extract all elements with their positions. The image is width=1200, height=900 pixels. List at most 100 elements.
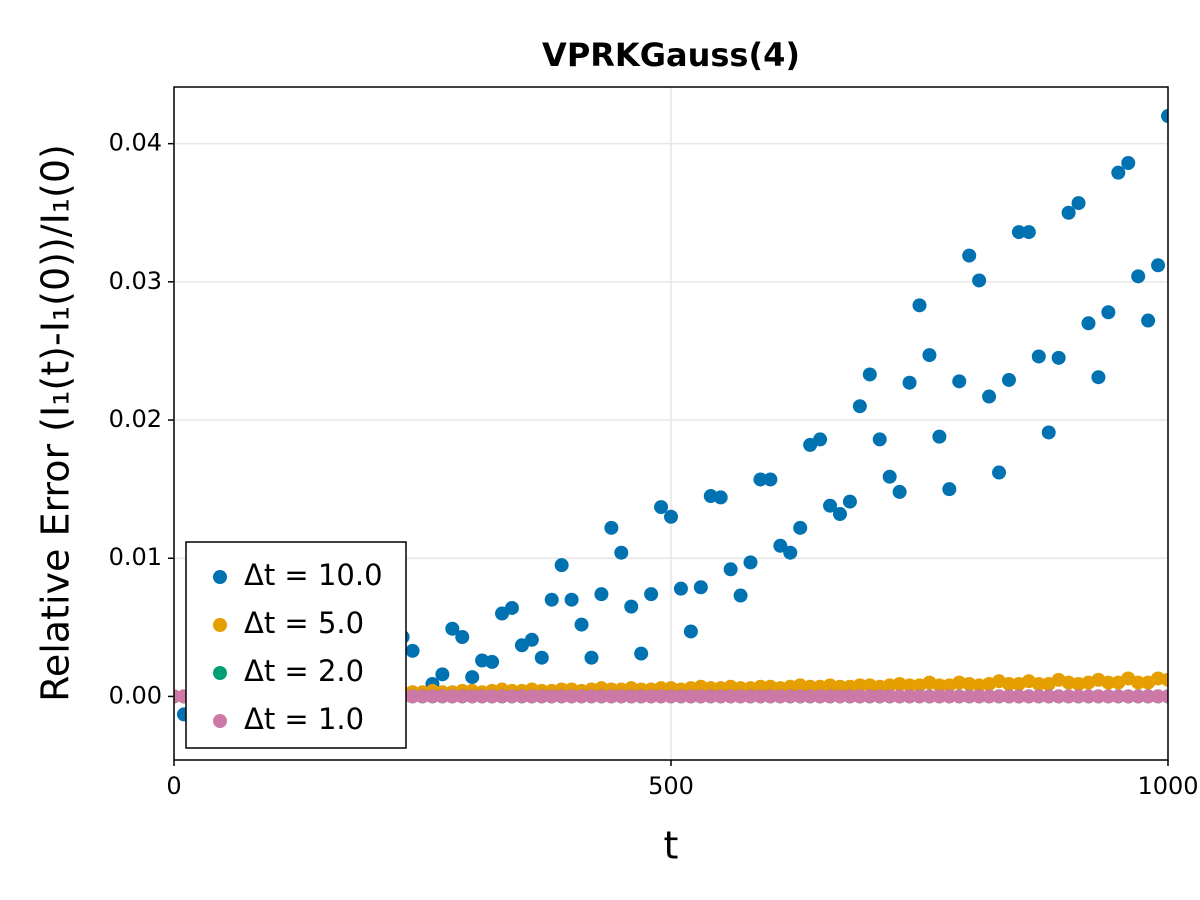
x-tick-label: 0 <box>166 772 181 800</box>
data-point <box>982 689 997 704</box>
data-point <box>922 348 937 363</box>
data-point <box>1041 425 1056 440</box>
data-point <box>852 399 867 414</box>
data-point <box>504 689 519 704</box>
data-point <box>405 689 420 704</box>
data-point <box>763 689 778 704</box>
data-point <box>475 689 490 704</box>
data-point <box>813 689 828 704</box>
data-point <box>1051 689 1066 704</box>
data-point <box>673 689 688 704</box>
data-point <box>654 500 669 515</box>
data-point <box>823 689 838 704</box>
data-point <box>892 484 907 499</box>
data-point <box>574 689 589 704</box>
data-point <box>723 689 738 704</box>
data-point <box>743 689 758 704</box>
data-point <box>594 689 609 704</box>
data-point <box>614 545 629 560</box>
plot-frame <box>173 86 1169 761</box>
data-point <box>564 689 579 704</box>
data-point <box>554 689 569 704</box>
data-point <box>783 545 798 560</box>
data-point <box>1121 156 1136 171</box>
data-point <box>832 689 847 704</box>
data-point <box>942 482 957 497</box>
data-point <box>485 689 500 704</box>
data-point <box>882 469 897 484</box>
y-tick-label: 0.03 <box>109 267 162 295</box>
data-point <box>1061 689 1076 704</box>
data-point <box>912 689 927 704</box>
chart-title: VPRKGauss(4) <box>542 36 800 74</box>
data-point <box>1161 672 1168 687</box>
data-point <box>753 689 768 704</box>
data-point <box>693 580 708 595</box>
data-point <box>1151 258 1166 273</box>
data-point <box>574 617 589 632</box>
data-point <box>634 646 649 661</box>
data-point <box>882 689 897 704</box>
data-point <box>405 643 420 658</box>
y-tick-label: 0.01 <box>109 543 162 571</box>
data-point <box>842 689 857 704</box>
y-axis-label: Relative Error (I₁(t)-I₁(0))/I₁(0) <box>34 144 78 702</box>
data-point <box>852 678 867 693</box>
legend-marker <box>213 666 227 680</box>
data-point <box>1061 205 1076 220</box>
data-point <box>534 689 549 704</box>
data-point <box>952 689 967 704</box>
data-point <box>793 520 808 535</box>
data-point <box>1031 349 1046 364</box>
data-point <box>763 472 778 487</box>
data-point <box>1001 689 1016 704</box>
data-point <box>534 650 549 665</box>
x-axis-label: t <box>664 824 679 868</box>
data-point <box>743 555 758 570</box>
data-point <box>465 689 480 704</box>
data-point <box>773 689 788 704</box>
data-point <box>723 562 738 577</box>
data-point <box>1101 675 1116 690</box>
data-point <box>624 689 639 704</box>
data-point <box>445 689 460 704</box>
data-point <box>524 632 539 647</box>
data-point <box>504 600 519 615</box>
data-point <box>544 689 559 704</box>
data-point <box>683 624 698 639</box>
data-point <box>1091 689 1106 704</box>
data-point <box>952 374 967 389</box>
data-point <box>604 520 619 535</box>
data-point <box>992 689 1007 704</box>
data-point <box>892 689 907 704</box>
data-point <box>1101 305 1116 320</box>
data-point <box>435 689 450 704</box>
y-tick-label: 0.00 <box>109 681 162 709</box>
data-point <box>693 689 708 704</box>
data-point <box>862 689 877 704</box>
data-point <box>932 429 947 444</box>
data-point <box>813 432 828 447</box>
data-point <box>1131 675 1146 690</box>
data-point <box>842 494 857 509</box>
data-point <box>455 689 470 704</box>
data-point <box>654 689 669 704</box>
data-point <box>902 375 917 390</box>
data-point <box>673 581 688 596</box>
x-tick-label: 500 <box>648 772 694 800</box>
data-point <box>1021 689 1036 704</box>
data-point <box>1011 689 1026 704</box>
data-point <box>972 273 987 288</box>
data-point <box>584 650 599 665</box>
data-point <box>614 689 629 704</box>
data-point <box>803 689 818 704</box>
data-point <box>465 670 480 685</box>
data-point <box>524 689 539 704</box>
data-point <box>922 689 937 704</box>
y-tick-label: 0.04 <box>109 129 162 157</box>
data-point <box>703 689 718 704</box>
data-point <box>425 689 440 704</box>
data-point <box>1031 676 1046 691</box>
data-point <box>554 558 569 573</box>
